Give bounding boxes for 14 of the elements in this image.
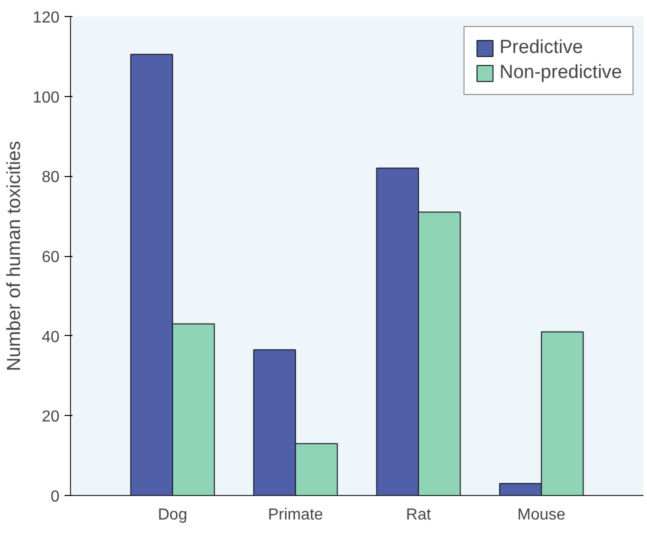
y-tick-label: 0	[50, 488, 60, 506]
x-tick-label: Rat	[406, 506, 432, 524]
y-tick-label: 120	[32, 10, 60, 26]
x-tick-label: Mouse	[517, 506, 566, 524]
y-tick-label: 40	[42, 328, 60, 346]
y-tick-label: 100	[32, 89, 60, 106]
legend-label: Predictive	[500, 37, 583, 59]
x-tick-label: Dog	[158, 506, 188, 524]
y-tick-label: 60	[42, 249, 60, 266]
y-tick-label: 20	[42, 408, 60, 426]
x-tick-label: Primate	[268, 506, 324, 524]
y-axis-title: Number of human toxicities	[4, 140, 25, 372]
legend-label: Non-predictive	[500, 62, 622, 84]
y-tick-label: 80	[42, 169, 60, 186]
